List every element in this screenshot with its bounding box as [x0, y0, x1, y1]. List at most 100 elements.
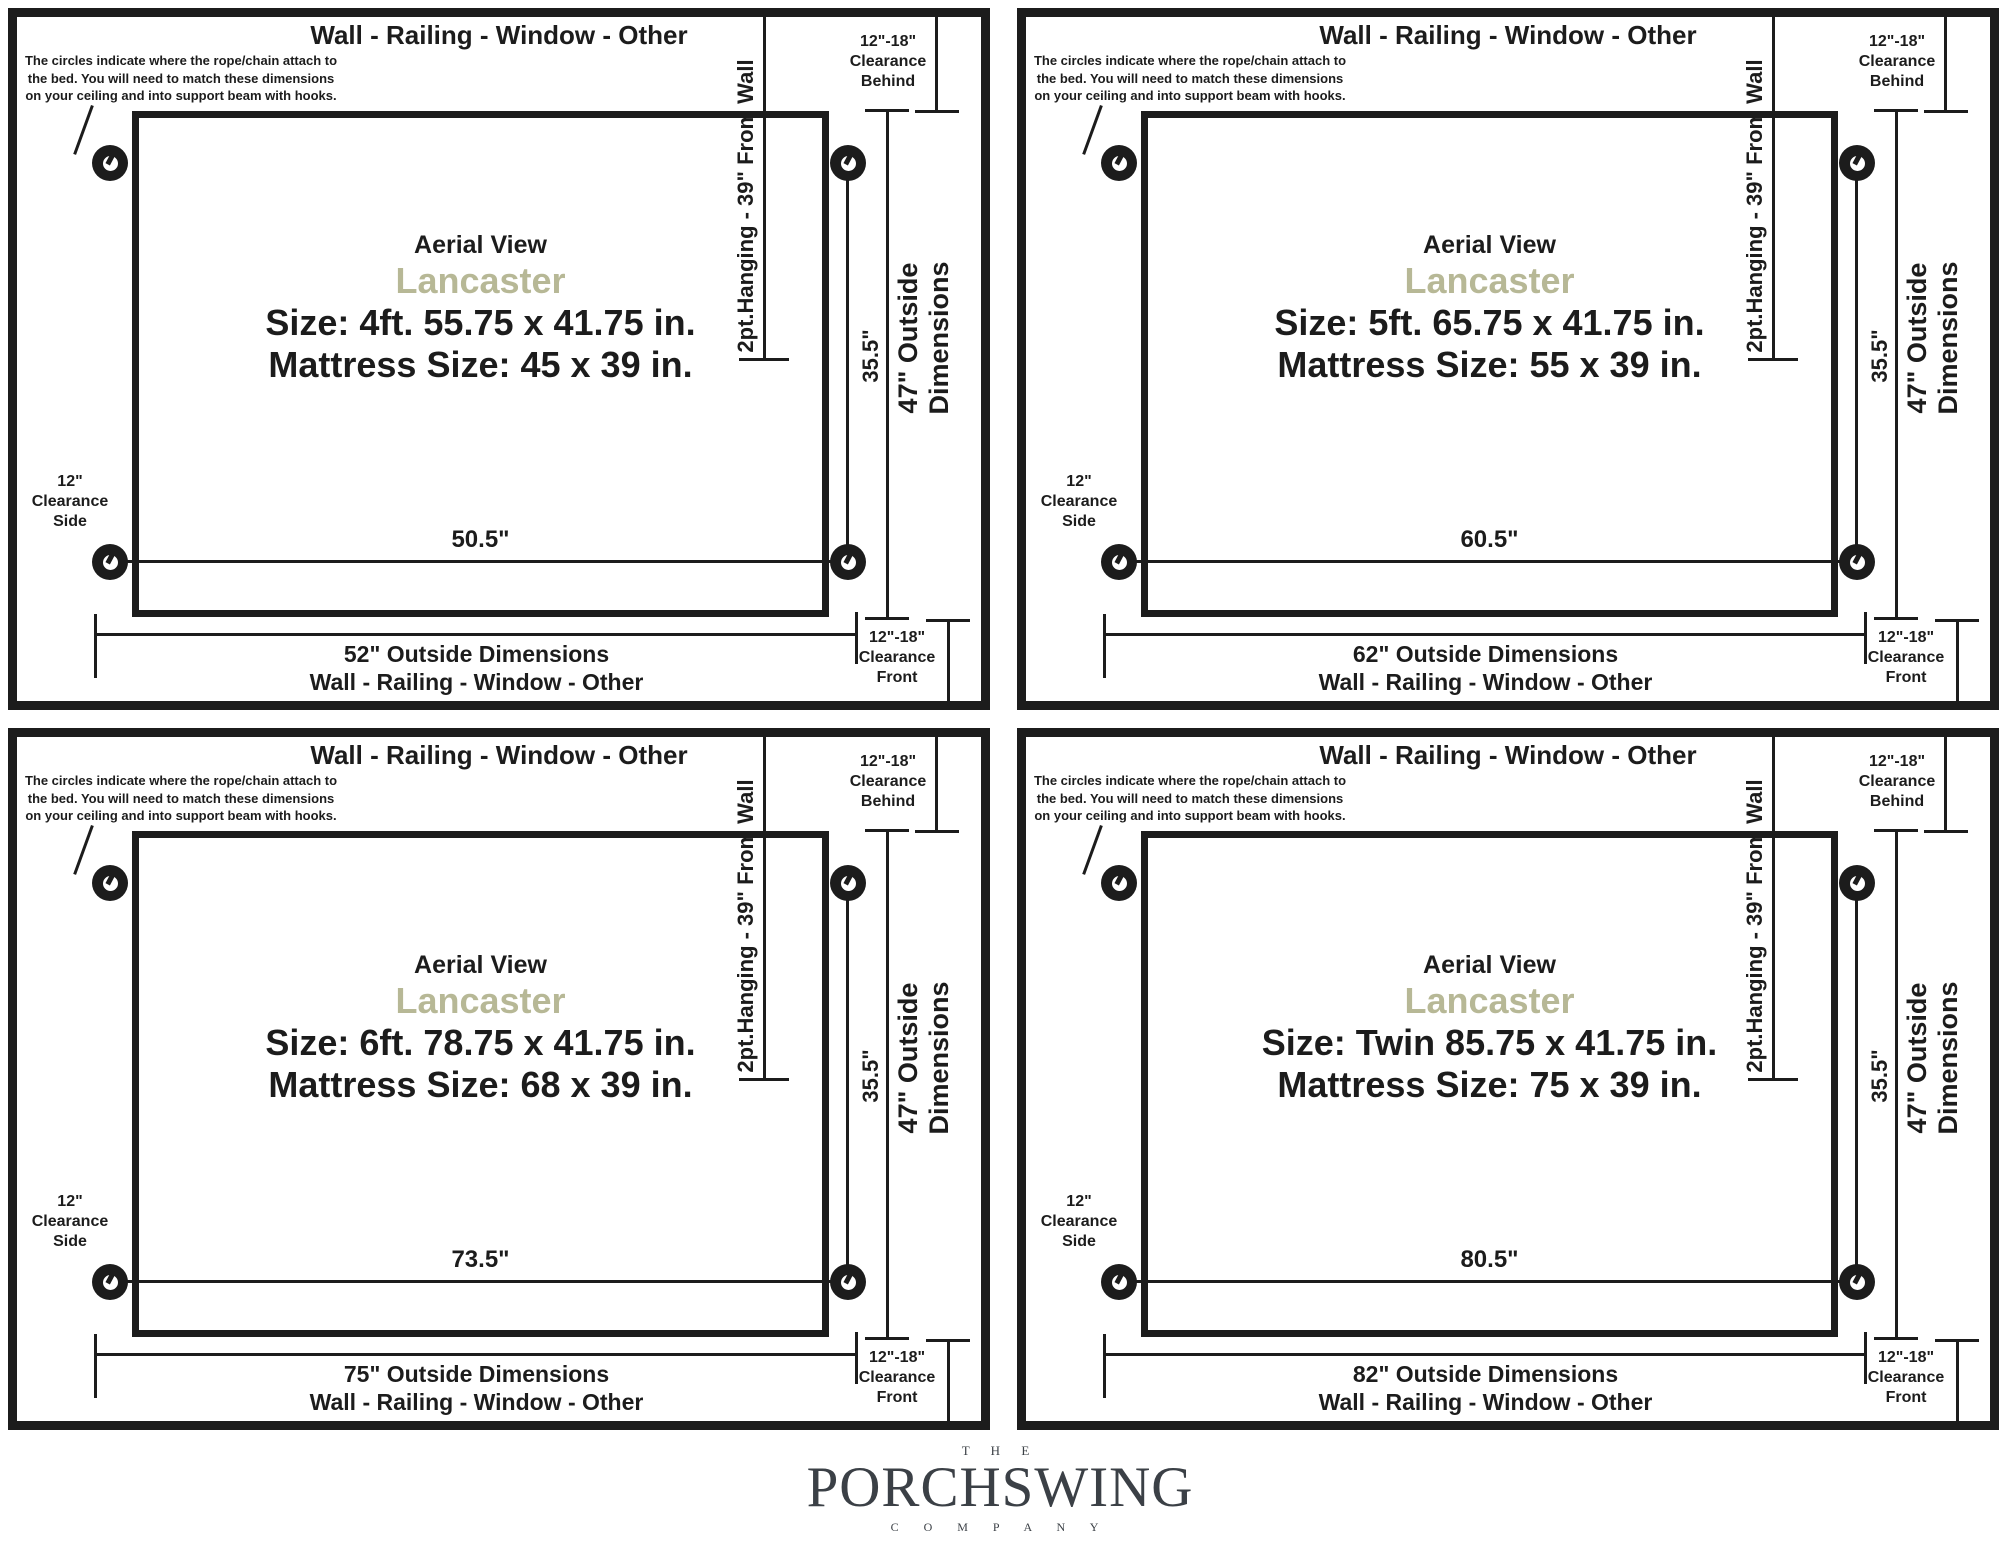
attach-circle-bottom-left — [1101, 1264, 1137, 1300]
hanging-points-vline — [846, 883, 849, 1283]
attach-note-line: The circles indicate where the rope/chai… — [1033, 53, 1347, 68]
clearance-side-label: 12" Clearance Side — [8, 1192, 132, 1252]
clearance-behind-line1: 12"-18" — [859, 753, 917, 770]
clearance-front-cap — [926, 1339, 970, 1342]
brand-logo: T H E PORCHSWING C O M P A N Y — [0, 1443, 2000, 1534]
clearance-behind-line3: Behind — [860, 73, 916, 90]
clearance-behind-line3: Behind — [1869, 793, 1925, 810]
clearance-side-line3: Side — [1062, 513, 1096, 530]
mattress-size-label: Mattress Size: 75 x 39 in. — [1277, 1064, 1702, 1105]
clearance-side-line1: 12" — [57, 473, 83, 490]
inner-width-label: 50.5" — [451, 526, 510, 553]
circle-hole — [1111, 152, 1127, 171]
hanging-dim-cap — [1748, 358, 1798, 361]
depth-dim-cap-top — [865, 829, 909, 832]
circle-pin — [1113, 152, 1125, 165]
wall-bottom-label: Wall - Railing - Window - Other — [1318, 669, 1653, 695]
clearance-side-label: 12" Clearance Side — [1017, 472, 1141, 532]
panel-6ft: Wall - Railing - Window - Other The circ… — [8, 728, 990, 1430]
hanging-dim-label: 2pt.Hanging - 39" From Wall — [1742, 59, 1767, 353]
wall-top-label: Wall - Railing - Window - Other — [310, 20, 688, 50]
attach-circle-top-left — [92, 145, 128, 181]
circle-hole — [840, 1271, 856, 1290]
circle-hole — [1849, 551, 1865, 570]
attach-note-line: the bed. You will need to match these di… — [27, 70, 335, 86]
clearance-front-cap — [1935, 619, 1979, 622]
clearance-front-cap — [926, 619, 970, 622]
circle-pin — [1113, 551, 1125, 564]
panel-border — [1017, 728, 1999, 1430]
circle-pin — [1851, 152, 1863, 165]
attach-circle-top-left — [92, 865, 128, 901]
bed-text-block: Aerial View Lancaster Size: 5ft. 65.75 x… — [1141, 230, 1838, 386]
attach-note-line: on your ceiling and into support beam wi… — [25, 808, 337, 823]
clearance-side-line2: Clearance — [31, 1213, 109, 1230]
attach-circle-bottom-left — [92, 544, 128, 580]
clearance-behind-cap — [1924, 830, 1968, 833]
logo-the: T H E — [961, 1443, 1039, 1458]
circle-pin — [104, 152, 116, 165]
inner-width-label: 73.5" — [451, 1246, 510, 1273]
bed-outline — [1141, 111, 1838, 617]
clearance-behind-label: 12"-18" Clearance Behind — [1827, 752, 1967, 812]
hanging-dim-cap — [1748, 1078, 1798, 1081]
circle-hole — [1111, 1271, 1127, 1290]
mattress-size-label: Mattress Size: 68 x 39 in. — [268, 1064, 693, 1105]
panel-border — [8, 728, 990, 1430]
mattress-size-label: Mattress Size: 45 x 39 in. — [268, 344, 693, 385]
circle-pin — [1851, 1271, 1863, 1284]
clearance-front-line2: Clearance — [1867, 1369, 1945, 1386]
panel-4ft: Wall - Railing - Window - Other The circ… — [8, 8, 990, 710]
clearance-behind-line1: 12"-18" — [859, 33, 917, 50]
outside-width-label: 62" Outside Dimensions — [1352, 641, 1619, 667]
outside-depth-label: 47" Outside Dimensions — [1902, 223, 1964, 453]
panel-twin: Wall - Railing - Window - Other The circ… — [1017, 728, 1999, 1430]
hanging-dim-cap — [739, 358, 789, 361]
outside-depth-label: 47" Outside Dimensions — [893, 943, 955, 1173]
attach-note-line: The circles indicate where the rope/chai… — [1033, 773, 1347, 788]
clearance-side-line3: Side — [53, 513, 87, 530]
inner-width-label: 80.5" — [1460, 1246, 1519, 1273]
clearance-behind-line1: 12"-18" — [1868, 753, 1926, 770]
circle-pin — [104, 551, 116, 564]
clearance-front-line2: Clearance — [858, 649, 936, 666]
size-label: Size: 6ft. 78.75 x 41.75 in. — [265, 1022, 696, 1063]
attach-circle-top-right — [830, 145, 866, 181]
outside-depth-line2: Dimensions — [924, 261, 954, 415]
model-name-label: Lancaster — [1404, 980, 1575, 1021]
clearance-front-line3: Front — [1885, 1389, 1927, 1406]
circle-pin — [104, 1271, 116, 1284]
depth-dim-cap-bottom — [865, 617, 909, 620]
circle-pin — [842, 872, 854, 885]
hanging-dim-line — [1772, 737, 1775, 1080]
outside-depth-line2: Dimensions — [924, 981, 954, 1135]
clearance-front-line3: Front — [876, 1389, 918, 1406]
model-name-label: Lancaster — [395, 980, 566, 1021]
depth-dim-cap-bottom — [865, 1337, 909, 1340]
outside-depth-label: 47" Outside Dimensions — [1902, 943, 1964, 1173]
attach-note-line: the bed. You will need to match these di… — [1036, 70, 1344, 86]
circle-pin — [842, 551, 854, 564]
clearance-side-line3: Side — [1062, 1233, 1096, 1250]
clearance-front-line2: Clearance — [858, 1369, 936, 1386]
clearance-side-line2: Clearance — [1040, 1213, 1118, 1230]
outside-width-label: 75" Outside Dimensions — [343, 1361, 610, 1387]
hanging-points-vline — [1855, 883, 1858, 1283]
attach-note: The circles indicate where the rope/chai… — [16, 52, 346, 105]
circle-pin — [1113, 1271, 1125, 1284]
attach-note-line: the bed. You will need to match these di… — [1036, 790, 1344, 806]
panel-border — [1017, 8, 1999, 710]
outside-width-line — [1105, 633, 1866, 636]
depth-dim-cap-top — [1874, 109, 1918, 112]
wall-top-label: Wall - Railing - Window - Other — [1319, 20, 1697, 50]
inner-width-line — [110, 560, 848, 563]
circle-hole — [840, 551, 856, 570]
circle-pin — [104, 872, 116, 885]
panel-border — [8, 8, 990, 710]
hanging-dim-line — [763, 17, 766, 360]
clearance-side-line2: Clearance — [1040, 493, 1118, 510]
clearance-front-cap — [1935, 1339, 1979, 1342]
clearance-front-line1: 12"-18" — [868, 629, 926, 646]
clearance-side-line1: 12" — [57, 1193, 83, 1210]
